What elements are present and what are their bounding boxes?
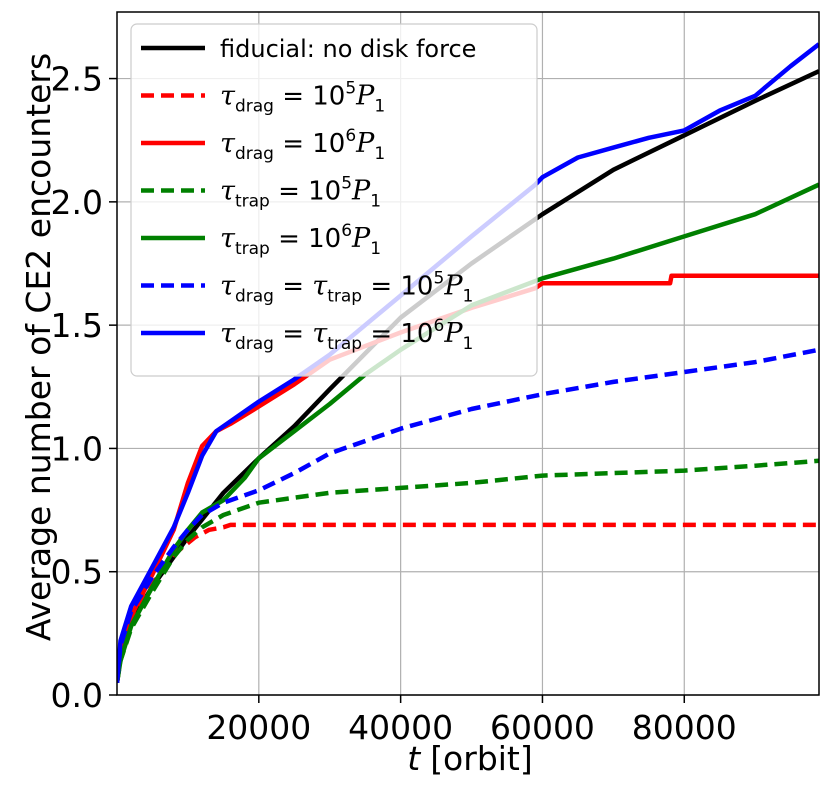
plot-frame	[116, 11, 820, 696]
x-tick-label: 60000	[490, 708, 595, 747]
y-tick-label: 2.5	[51, 60, 103, 99]
x-axis-label-unit: [orbit]	[430, 739, 533, 778]
legend-box	[130, 23, 538, 377]
series-line-5	[117, 182, 819, 684]
legend-label-2: τdrag = 105P1	[220, 79, 385, 117]
x-axis-label: t [orbit]	[407, 739, 533, 778]
series-line-3	[117, 273, 819, 683]
series-layer	[117, 42, 819, 684]
x-tick-label: 20000	[206, 708, 311, 747]
y-tick-label: 1.5	[51, 306, 103, 345]
x-tick-label: 80000	[632, 708, 737, 747]
y-axis-label: Average number of CE2 encounters	[19, 53, 58, 641]
y-tick-label: 0.0	[51, 676, 103, 715]
legend-label-7: τdrag = τtrap = 106P1	[220, 316, 473, 354]
x-axis-label-var: t	[407, 739, 421, 778]
legend-label-4: τtrap = 105P1	[220, 174, 381, 212]
y-tick-label: 0.5	[51, 553, 103, 592]
series-line-6	[117, 347, 819, 683]
tick-layer: 20000 40000 60000 80000 0.0 0.5 1.0 1.5 2.0 2.5	[51, 60, 737, 747]
series-line-2	[117, 522, 819, 684]
legend: fiducial: no disk force τdrag = 105P1 τdra…	[130, 23, 538, 377]
legend-label-1: fiducial: no disk force	[220, 35, 476, 63]
x-tick-label: 40000	[348, 708, 453, 747]
legend-label-6: τdrag = τtrap = 105P1	[220, 269, 473, 307]
y-tick-label: 1.0	[51, 429, 103, 468]
y-tick-label: 2.0	[51, 183, 103, 222]
legend-label-3: τdrag = 106P1	[220, 126, 385, 164]
legend-label-5: τtrap = 106P1	[220, 221, 381, 259]
